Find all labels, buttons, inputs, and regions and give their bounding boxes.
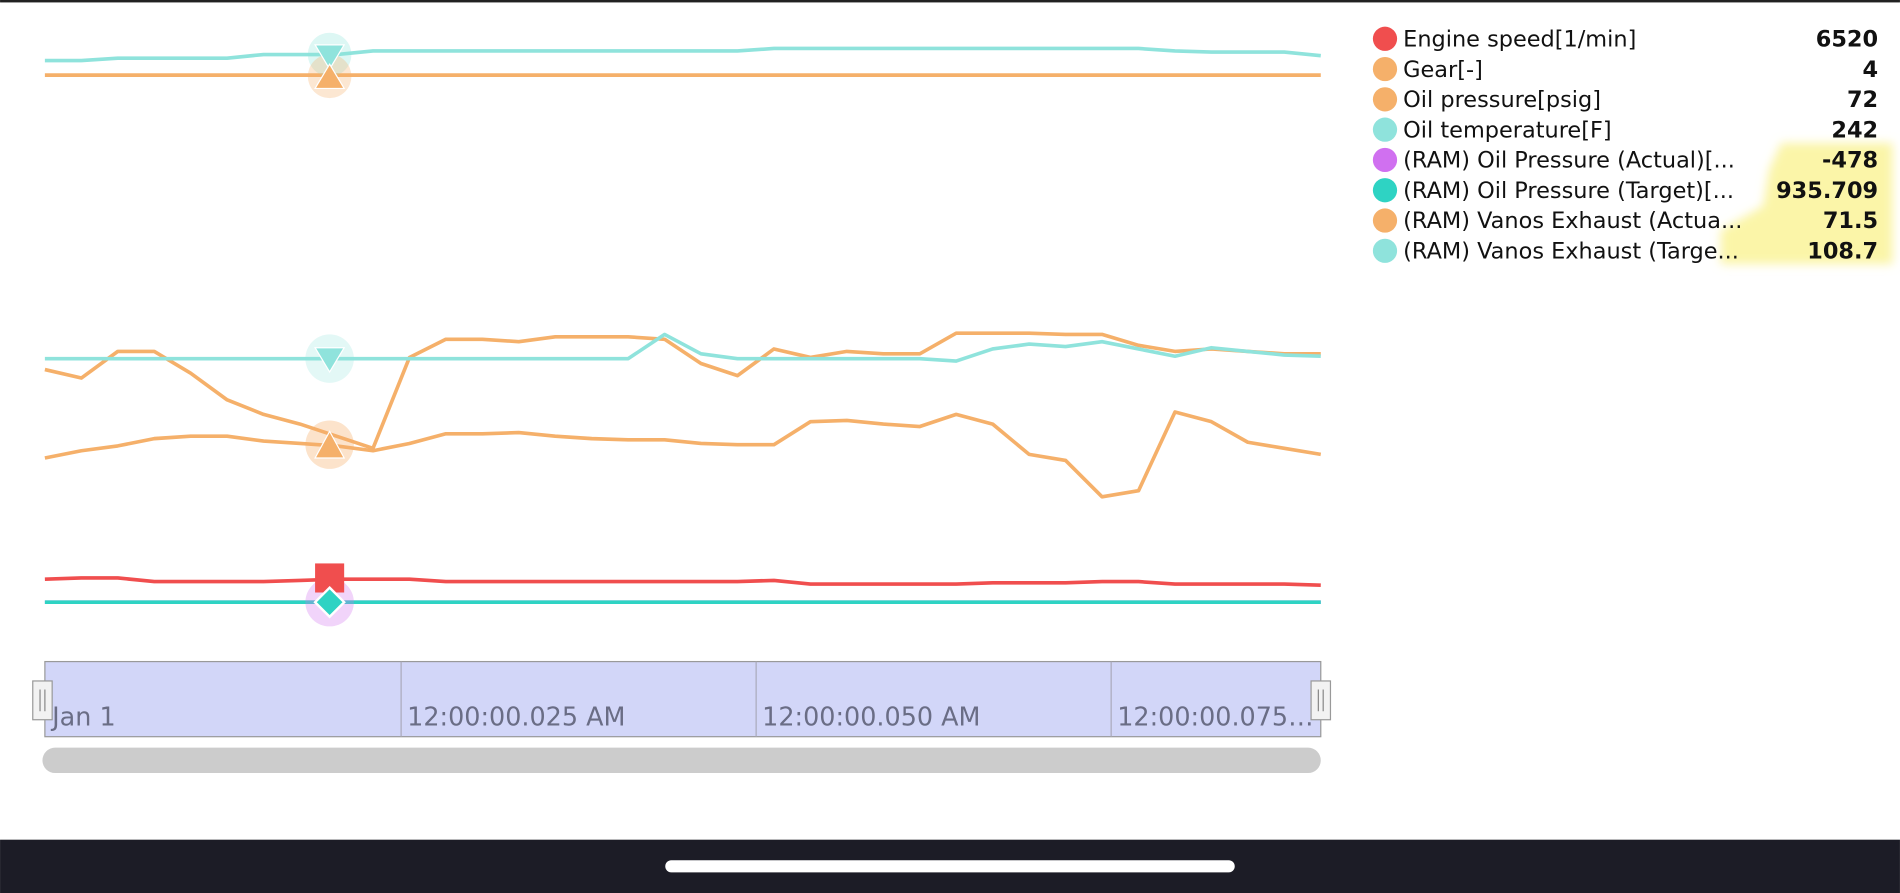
- series-line: [44, 576, 1321, 588]
- legend-value: 108.7: [1807, 239, 1878, 265]
- legend-swatch: [1372, 56, 1398, 82]
- series-line: [44, 410, 1322, 499]
- legend-swatch: [1372, 208, 1398, 233]
- marker: [314, 44, 346, 71]
- x-label: 12:00:00.075…: [1117, 702, 1313, 732]
- legend-swatch: [1372, 178, 1398, 203]
- scrollbar[interactable]: [42, 747, 1321, 774]
- legend-value: 242: [1831, 117, 1878, 143]
- legend-value: -478: [1822, 148, 1878, 174]
- legend-value: 71.5: [1823, 208, 1878, 234]
- navigator-handle[interactable]: [1310, 680, 1332, 721]
- marker: [313, 585, 346, 619]
- series-line: [44, 331, 1321, 451]
- legend-label: Engine speed[1/min]: [1403, 26, 1636, 52]
- navigator-handle[interactable]: [32, 680, 53, 721]
- legend-label: (RAM) Vanos Exhaust (Targe...: [1403, 239, 1739, 265]
- home-indicator[interactable]: [665, 860, 1235, 873]
- marker: [314, 63, 346, 90]
- legend: Engine speed[1/min] 6520 Gear[-] 4 Oil press…: [1372, 26, 1879, 265]
- series-line: [44, 332, 1321, 363]
- x-label: 12:00:00.025 AM: [407, 702, 625, 732]
- legend-swatch: [1372, 26, 1398, 51]
- plot-area: [44, 46, 1322, 605]
- marker: [314, 430, 346, 459]
- cursor-markers: [305, 32, 354, 627]
- legend-swatch: [1372, 147, 1398, 173]
- x-label: Jan 1: [50, 702, 115, 732]
- top-border: [0, 0, 1900, 3]
- legend-value: 935.709: [1776, 178, 1878, 204]
- marker: [314, 347, 346, 374]
- series-line: [44, 46, 1321, 63]
- x-label: 12:00:00.050 AM: [762, 702, 980, 732]
- navigator[interactable]: Jan 1 12:00:00.025 AM 12:00:00.050 AM 12…: [32, 660, 1332, 774]
- legend-label: (RAM) Vanos Exhaust (Actua...: [1403, 208, 1742, 234]
- legend-swatch: [1372, 238, 1398, 263]
- legend-label: (RAM) Oil Pressure (Actual)[...: [1403, 148, 1735, 174]
- legend-swatch: [1372, 87, 1398, 112]
- legend-swatch: [1372, 117, 1398, 142]
- legend-value: 4: [1863, 57, 1879, 83]
- legend-label: Oil temperature[F]: [1403, 117, 1611, 143]
- legend-value: 6520: [1816, 26, 1878, 52]
- legend-label: Oil pressure[psig]: [1403, 87, 1601, 113]
- legend-label: Gear[-]: [1403, 57, 1483, 83]
- highlight: [1720, 142, 1893, 265]
- navigator-range[interactable]: [44, 660, 1322, 738]
- legend-label: (RAM) Oil Pressure (Target)[...: [1403, 178, 1734, 204]
- legend-value: 72: [1847, 87, 1878, 113]
- handle-grip: [39, 689, 1324, 712]
